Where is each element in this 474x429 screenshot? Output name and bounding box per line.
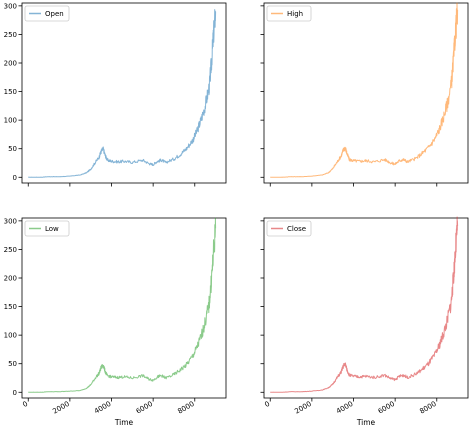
y-tick-label: 250 [4,246,17,254]
legend: Close [266,220,312,237]
x-tick-label: 6000 [135,400,154,416]
legend-box [24,5,70,22]
x-tick-label: 2000 [293,400,312,416]
plot-frame [21,217,227,399]
y-tick-label: 250 [4,31,17,39]
x-tick-label: 8000 [176,400,195,416]
series-line-open [28,9,217,178]
x-tick-label: 2000 [51,400,70,416]
x-tick-label: 4000 [335,400,354,416]
subplot-close: 0 2000 4000 6000 8000 Time Close [260,216,469,427]
series-line-low [28,217,217,393]
y-tick-label: 200 [4,275,17,283]
legend: High [266,5,312,22]
x-axis-label: Time [114,418,134,427]
plot-frame [263,2,469,184]
legend-box [24,220,70,237]
x-tick-label: 8000 [418,400,437,416]
legend: Low [24,220,70,237]
y-tick-label: 50 [8,360,17,368]
y-tick-label: 300 [4,217,17,225]
legend-label: Close [287,225,306,233]
y-tick-label: 200 [4,60,17,68]
y-tick-label: 100 [4,117,17,125]
series-line-high [270,2,459,178]
x-tick-label: 0 [21,400,29,409]
y-tick-label: 100 [4,332,17,340]
y-tick-label: 150 [4,88,17,96]
legend: Open [24,5,70,22]
series-line-close [270,216,459,393]
plot-frame [263,217,469,399]
x-axis-label: Time [356,418,376,427]
legend-box [266,5,312,22]
y-tick-label: 0 [13,174,17,182]
subplot-open: 0 50 100 150 200 250 300 Open [4,2,227,187]
legend-label: High [287,10,303,18]
x-tick-label: 6000 [377,400,396,416]
y-tick-label: 0 [13,389,17,397]
legend-label: Open [45,10,64,18]
y-tick-label: 300 [4,2,17,10]
legend-box [266,220,312,237]
subplot-low: 0 50 100 150 200 250 300 0 2000 4000 6000 8000 Time L… [4,217,227,427]
legend-label: Low [45,225,59,233]
plot-frame [21,2,227,184]
y-tick-label: 50 [8,145,17,153]
subplot-high: High [260,2,469,187]
x-tick-label: 4000 [93,400,112,416]
y-tick-label: 150 [4,303,17,311]
x-tick-label: 0 [263,400,271,409]
